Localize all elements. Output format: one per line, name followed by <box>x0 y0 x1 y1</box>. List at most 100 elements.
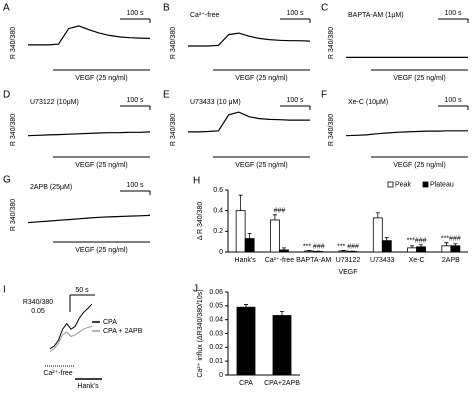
bar <box>450 245 461 253</box>
significance-label: ### <box>274 208 286 215</box>
error-bar <box>384 237 389 241</box>
y-tick-label: 0 <box>219 372 223 379</box>
error-bar <box>419 244 424 247</box>
panel-letter: I <box>3 285 6 296</box>
scale-bar-label: 100 s <box>126 10 144 17</box>
panel-letter: A <box>3 3 10 14</box>
legend-label: Peak <box>395 181 411 188</box>
bar <box>270 219 280 253</box>
significance-label: *** ### <box>303 243 325 250</box>
x-tick-label: U73433 <box>370 257 395 264</box>
trace-line <box>27 131 151 137</box>
scale-bar-label: 100 s <box>286 97 304 104</box>
error-bar <box>238 194 243 211</box>
x-tick-label: CPA+2APB <box>264 380 300 387</box>
treatment-label: U73122 (10μM) <box>30 99 79 106</box>
error-bar <box>444 242 449 246</box>
stimulus-label: VEGF (25 ng/ml) <box>393 162 446 169</box>
scale-bar-label: 100 s <box>444 10 462 17</box>
bar <box>236 306 256 376</box>
bar <box>235 210 246 253</box>
y-tick-label: 0 <box>219 249 223 256</box>
treatment-label: BAPTA-AM (1μM) <box>348 12 404 19</box>
y-tick-label: 0.04 <box>209 317 223 324</box>
panel-letter: J <box>193 284 198 295</box>
panel-letter: F <box>321 90 327 101</box>
bar <box>441 245 452 253</box>
error-bar <box>272 214 277 220</box>
error-bar <box>247 233 252 239</box>
legend-label: CPA <box>103 319 117 326</box>
bar <box>372 217 383 253</box>
bar <box>416 246 426 253</box>
bar <box>338 250 349 253</box>
bar <box>244 238 255 253</box>
y-tick-label: 0.05 <box>209 303 223 310</box>
stimulus-label: VEGF (25 ng/ml) <box>235 162 288 169</box>
error-bar <box>453 243 458 246</box>
error-bar <box>244 304 248 308</box>
y-tick-label: 0.06 <box>209 289 223 296</box>
y-axis-label: R 340/380 <box>170 27 177 59</box>
error-bar <box>341 250 346 251</box>
legend-swatch <box>387 181 394 188</box>
bar <box>381 240 392 253</box>
bar <box>304 250 315 253</box>
y-axis-label: Δ R 340/380 <box>197 202 204 241</box>
error-bar <box>307 250 312 251</box>
x-tick-label: 2APB <box>442 257 460 264</box>
trace-line <box>49 303 93 350</box>
x-tick-label: BAPTA-AM <box>296 257 331 264</box>
panel-letter: B <box>163 3 170 14</box>
bar <box>279 249 289 253</box>
trace-line <box>27 214 151 224</box>
y-tick-label: 0.01 <box>209 358 223 365</box>
significance-label: ***### <box>441 236 461 243</box>
y-axis-label: R 340/380 <box>10 27 17 59</box>
solution-label: Ca²⁺-free <box>43 370 72 377</box>
scale-bar-y-label: R340/380 <box>23 299 53 306</box>
treatment-label: Ca²⁺-free <box>190 12 219 19</box>
trace-line <box>188 32 311 47</box>
trace-line <box>188 111 310 133</box>
treatment-label: Xe-C (10μM) <box>348 99 388 106</box>
trace-line <box>345 130 468 137</box>
y-tick-label: 0.02 <box>209 344 223 351</box>
scale-bar-label: 50 s <box>75 287 89 294</box>
solution-label: Hank's <box>77 383 99 390</box>
panel-letter: C <box>321 3 328 14</box>
scale-bar-label: 100 s <box>126 182 144 189</box>
error-bar <box>375 212 380 218</box>
treatment-label: U73433 (10 μM) <box>190 99 241 106</box>
x-tick-label: U73122 <box>336 257 361 264</box>
stimulus-label: VEGF (25 ng/ml) <box>75 247 128 254</box>
y-tick-label: 0.4 <box>213 208 223 215</box>
stimulus-label: VEGF (25 ng/ml) <box>75 162 128 169</box>
scale-bar-y-label: 0.05 <box>31 308 45 315</box>
y-axis-label: Ca²⁺ influx (ΔR340/380/10s) <box>197 289 204 377</box>
stimulus-label: VEGF (25 ng/ml) <box>75 75 128 82</box>
x-tick-label: Hank's <box>235 257 257 264</box>
trace-line <box>49 325 93 353</box>
panel-letter: H <box>193 176 200 187</box>
stimulus-label: VEGF (25 ng/ml) <box>235 75 288 82</box>
significance-label: *** ### <box>337 243 359 250</box>
scale-bar-label: 100 s <box>444 97 462 104</box>
error-bar <box>410 245 415 248</box>
panel-letter: G <box>3 175 11 186</box>
y-axis-label: R 340/380 <box>10 199 17 231</box>
legend-swatch <box>422 181 429 188</box>
x-tick-label: CPA <box>239 380 253 387</box>
panel-letter: E <box>163 90 170 101</box>
y-axis-label: R 340/380 <box>10 114 17 146</box>
bar <box>272 315 292 376</box>
y-tick-label: 0.2 <box>213 228 223 235</box>
y-tick-label: 0.6 <box>213 187 223 194</box>
y-axis-label: R 340/380 <box>170 114 177 146</box>
x-axis-label: VEGF <box>338 269 357 276</box>
y-axis-label: R 340/380 <box>328 27 335 59</box>
scale-bar-label: 100 s <box>126 97 144 104</box>
error-bar <box>280 310 284 316</box>
trace-line <box>28 25 151 46</box>
